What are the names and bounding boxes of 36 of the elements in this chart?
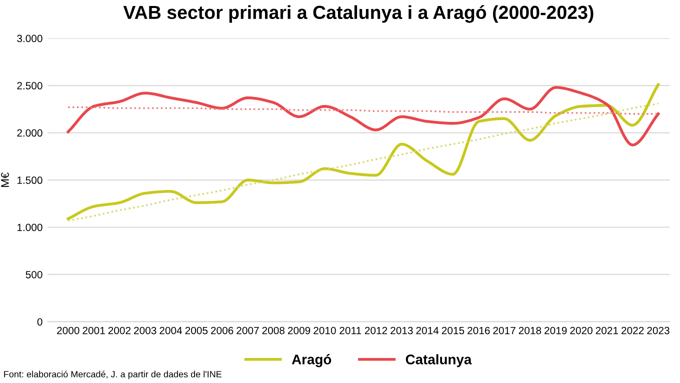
text: Font: elaboració Mercadé, J. a partir de dades de l'INE <box>4 370 222 380</box>
legend-label: Catalunya <box>406 354 472 368</box>
y-tick-label: 2.000 <box>17 129 42 137</box>
y-tick-label: 0 <box>37 318 42 326</box>
x-tick-label: 2015 <box>442 326 464 334</box>
x-tick-label: 2017 <box>493 326 516 334</box>
x-tick-label: 2006 <box>211 326 234 334</box>
x-tick-label: 2021 <box>596 326 618 334</box>
x-tick-label: 2011 <box>340 326 362 334</box>
x-tick-label: 2022 <box>622 326 644 334</box>
x-tick-label: 2003 <box>134 326 156 334</box>
x-tick-label: 2002 <box>108 326 131 334</box>
y-tick-label: 3.000 <box>17 34 42 42</box>
x-tick-label: 2018 <box>518 326 542 334</box>
y-tick-label: 500 <box>26 270 42 278</box>
legend-label: Aragó <box>292 354 332 368</box>
y-tick-label: 1.000 <box>17 224 42 232</box>
x-tick-label: 2020 <box>570 326 592 334</box>
x-tick-label: 2007 <box>236 326 259 334</box>
y-tick-label: 2.500 <box>17 82 42 90</box>
x-tick-label: 2001 <box>82 326 105 334</box>
x-tick-label: 2019 <box>544 326 567 334</box>
x-tick-label: 2009 <box>288 326 310 334</box>
x-tick-label: 2012 <box>364 326 388 334</box>
x-tick-label: 2008 <box>262 326 285 334</box>
chart-title: VAB sector primari a Catalunya i a Aragó (2000-2023) <box>123 5 594 23</box>
x-tick-label: 2013 <box>390 326 413 334</box>
x-tick-label: 2016 <box>468 326 490 334</box>
x-tick-label: 2014 <box>416 326 439 334</box>
y-tick-label: 1.500 <box>17 176 42 184</box>
x-tick-label: 2010 <box>314 326 336 334</box>
x-tick-label: 2004 <box>160 326 182 334</box>
x-tick-label: 2000 <box>57 326 80 334</box>
y-axis-title: M€ <box>1 172 9 187</box>
x-tick-label: 2005 <box>185 326 208 334</box>
x-tick-label: 2023 <box>647 326 670 334</box>
